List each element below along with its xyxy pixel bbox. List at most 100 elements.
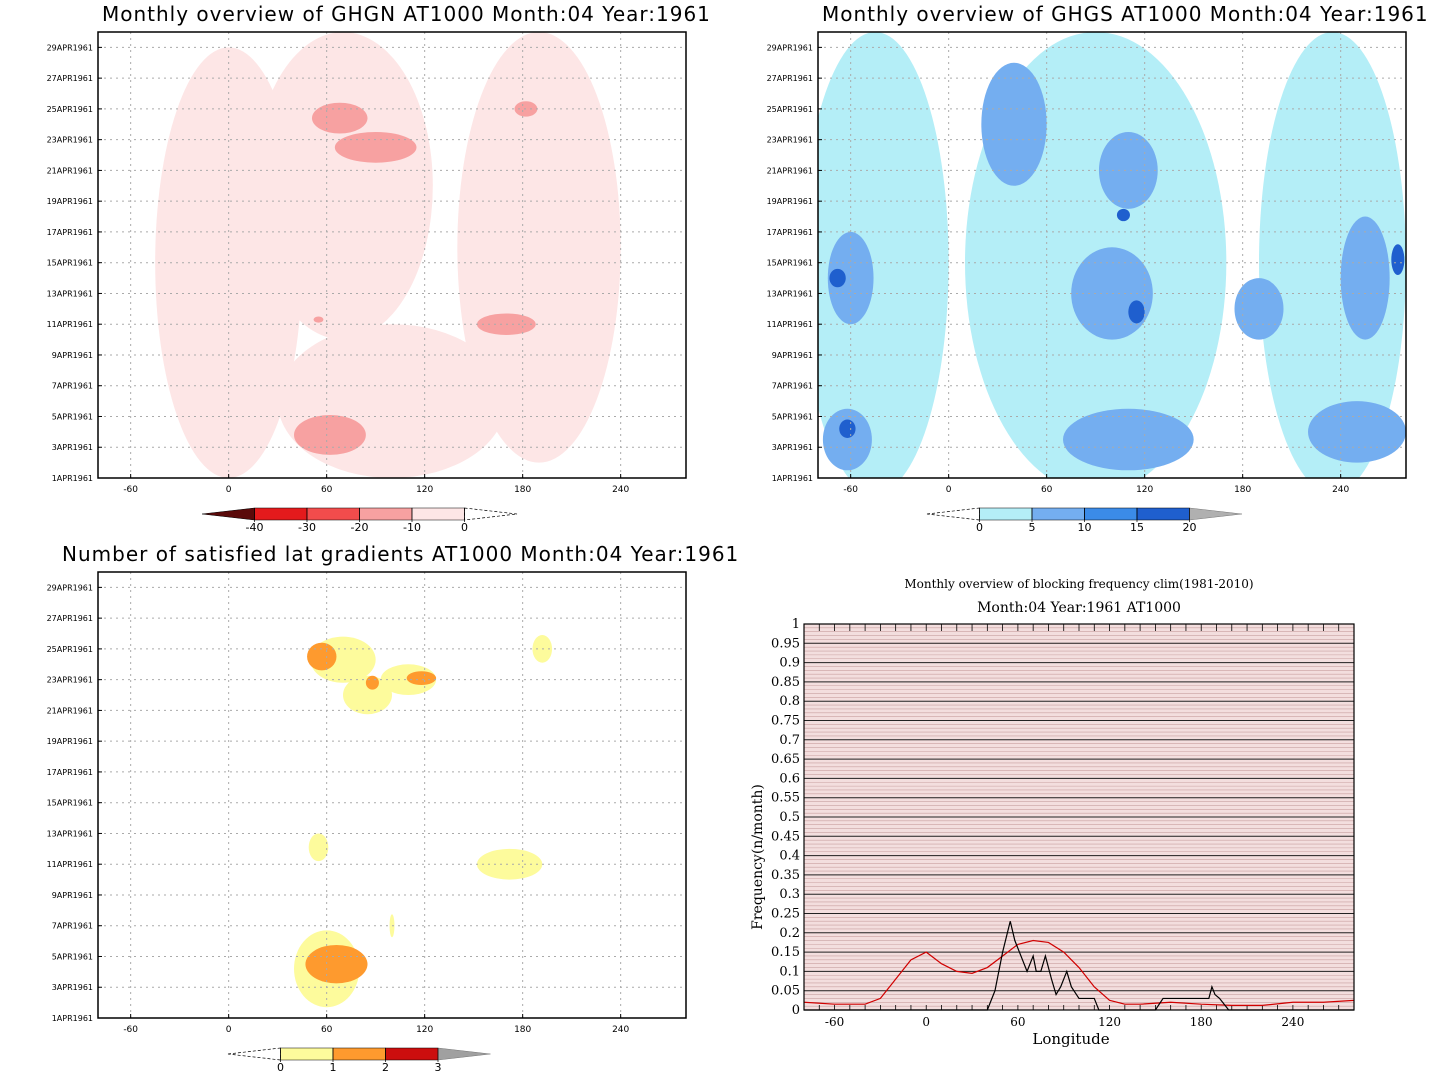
colorbar-label-0: -40 xyxy=(246,521,264,534)
y-axis-label: Frequency(n/month) xyxy=(750,784,766,930)
y-tick-label-5: 11APR1961 xyxy=(767,320,813,329)
y-tick-label-20: 1 xyxy=(792,617,800,632)
y-tick-label-6: 13APR1961 xyxy=(47,289,93,298)
y-tick-label-9: 19APR1961 xyxy=(47,197,93,206)
y-tick-label-16: 0.8 xyxy=(779,694,800,709)
colorbar: -40 -30 -20 -10 0 xyxy=(201,507,518,534)
contour-region-13 xyxy=(829,268,846,288)
x-tick-label-1: 0 xyxy=(922,1015,930,1029)
y-tick-label-14: 29APR1961 xyxy=(47,43,93,52)
y-tick-label-0: 1APR1961 xyxy=(52,1014,93,1023)
colorbar-label-2: 2 xyxy=(382,1061,389,1074)
lat-heatmap: -60 0 60 120 180 2401APR19613APR19615APR19617… xyxy=(47,571,687,1074)
colorbar-left-triangle xyxy=(227,1047,281,1061)
y-tick-label-10: 21APR1961 xyxy=(767,166,813,175)
colorbar-right-triangle xyxy=(464,507,518,521)
y-tick-label-2: 0.1 xyxy=(779,964,800,979)
freq-title: Monthly overview of blocking frequency c… xyxy=(904,577,1253,591)
x-tick-label-4: 180 xyxy=(514,485,531,495)
y-tick-label-0: 1APR1961 xyxy=(52,474,93,483)
contour-region-5 xyxy=(476,848,543,880)
plot-frame xyxy=(803,623,1355,1011)
contour-region-16 xyxy=(1391,244,1405,275)
y-tick-label-14: 0.7 xyxy=(779,733,800,748)
colorbar-segment-4 xyxy=(411,507,465,521)
y-tick-label-2: 5APR1961 xyxy=(52,952,93,961)
colorbar-segment-0 xyxy=(979,507,1033,521)
y-tick-label-6: 13APR1961 xyxy=(767,289,813,298)
contour-region-15 xyxy=(1116,208,1130,222)
y-tick-label-13: 27APR1961 xyxy=(47,74,93,83)
ghgs-panel: Monthly overview of GHGS AT1000 Month:04… xyxy=(720,0,1440,545)
y-tick-label-8: 17APR1961 xyxy=(47,768,93,777)
contour-region-10 xyxy=(1340,216,1390,340)
x-tick-label-2: 60 xyxy=(321,1025,333,1035)
y-tick-label-1: 3APR1961 xyxy=(772,443,813,452)
y-tick-label-4: 9APR1961 xyxy=(52,351,93,360)
y-tick-label-12: 25APR1961 xyxy=(767,105,813,114)
series-line-1 xyxy=(804,921,1354,1011)
y-tick-label-7: 0.35 xyxy=(771,868,800,883)
contour-region-4 xyxy=(308,833,329,862)
y-tick-label-14: 29APR1961 xyxy=(47,583,93,592)
y-tick-label-0: 0 xyxy=(792,1003,800,1018)
y-tick-label-12: 25APR1961 xyxy=(47,105,93,114)
colorbar-label-0: 0 xyxy=(277,1061,284,1074)
plot-frame xyxy=(817,31,1407,479)
y-tick-label-5: 0.25 xyxy=(771,907,800,922)
contour-region-8 xyxy=(307,642,337,671)
x-tick-label-3: 120 xyxy=(416,485,433,495)
x-tick-label-1: 0 xyxy=(946,485,952,495)
field-group xyxy=(294,635,553,1008)
y-tick-label-2: 5APR1961 xyxy=(52,412,93,421)
x-tick-label-4: 180 xyxy=(1190,1015,1213,1029)
y-tick-label-7: 15APR1961 xyxy=(47,799,93,808)
ghgn-panel: Monthly overview of GHGN AT1000 Month:04… xyxy=(0,0,720,545)
contour-region-10 xyxy=(406,671,437,686)
ghgn-heatmap: -60 0 60 120 180 240 1APR1961 3APR1961 5APR1961 7… xyxy=(47,31,687,534)
plot-frame xyxy=(97,571,687,1019)
y-tick-label-19: 0.95 xyxy=(771,636,800,651)
y-tick-label-3: 7APR1961 xyxy=(52,382,93,391)
ghgs-heatmap: -60 0 60 120 180 240 1APR1961 3APR1961 5APR1961 7… xyxy=(767,31,1407,534)
y-tick-label-3: 7APR1961 xyxy=(52,922,93,931)
x-tick-label-5: 240 xyxy=(612,485,629,495)
y-tick-label-11: 23APR1961 xyxy=(47,136,93,145)
y-tick-label-1: 3APR1961 xyxy=(52,443,93,452)
y-tick-label-3: 0.15 xyxy=(771,945,800,960)
lat-panel: Number of satisfied lat gradients AT1000… xyxy=(0,540,739,1091)
contour-region-9 xyxy=(1234,278,1284,340)
x-tick-label-2: 60 xyxy=(321,485,333,495)
x-tick-label-0: -60 xyxy=(123,1025,138,1035)
colorbar-left-triangle xyxy=(201,507,255,521)
contour-region-0 xyxy=(818,32,949,478)
lat-title: Number of satisfied lat gradients AT1000… xyxy=(62,542,740,566)
y-tick-label-6: 13APR1961 xyxy=(47,829,93,838)
x-tick-label-2: 60 xyxy=(1041,485,1053,495)
y-tick-label-4: 0.2 xyxy=(779,926,800,941)
y-tick-label-10: 21APR1961 xyxy=(47,166,93,175)
y-tick-label-7: 15APR1961 xyxy=(767,259,813,268)
y-tick-label-10: 21APR1961 xyxy=(47,706,93,715)
colorbar-label-3: 3 xyxy=(435,1061,442,1074)
contour-region-11 xyxy=(305,944,368,984)
y-tick-label-7: 15APR1961 xyxy=(47,259,93,268)
colorbar-segment-1 xyxy=(332,1047,386,1061)
contour-region-7 xyxy=(1098,131,1158,209)
y-tick-label-17: 0.85 xyxy=(771,675,800,690)
contour-region-9 xyxy=(365,675,379,690)
x-tick-label-0: -60 xyxy=(123,485,138,495)
y-tick-label-5: 11APR1961 xyxy=(47,320,93,329)
contour-region-2 xyxy=(1259,32,1406,478)
contour-region-5 xyxy=(981,62,1047,186)
freq-panel: Monthly overview of blocking frequency c… xyxy=(720,540,1440,1091)
colorbar-left-triangle xyxy=(926,507,980,521)
y-tick-label-15: 0.75 xyxy=(771,714,800,729)
y-tick-label-6: 0.3 xyxy=(779,887,800,902)
y-tick-label-8: 17APR1961 xyxy=(767,228,813,237)
x-tick-label-4: 180 xyxy=(514,1025,531,1035)
colorbar: 0 1 2 3 xyxy=(227,1047,491,1074)
y-tick-label-9: 19APR1961 xyxy=(767,197,813,206)
contour-region-4 xyxy=(311,102,368,134)
